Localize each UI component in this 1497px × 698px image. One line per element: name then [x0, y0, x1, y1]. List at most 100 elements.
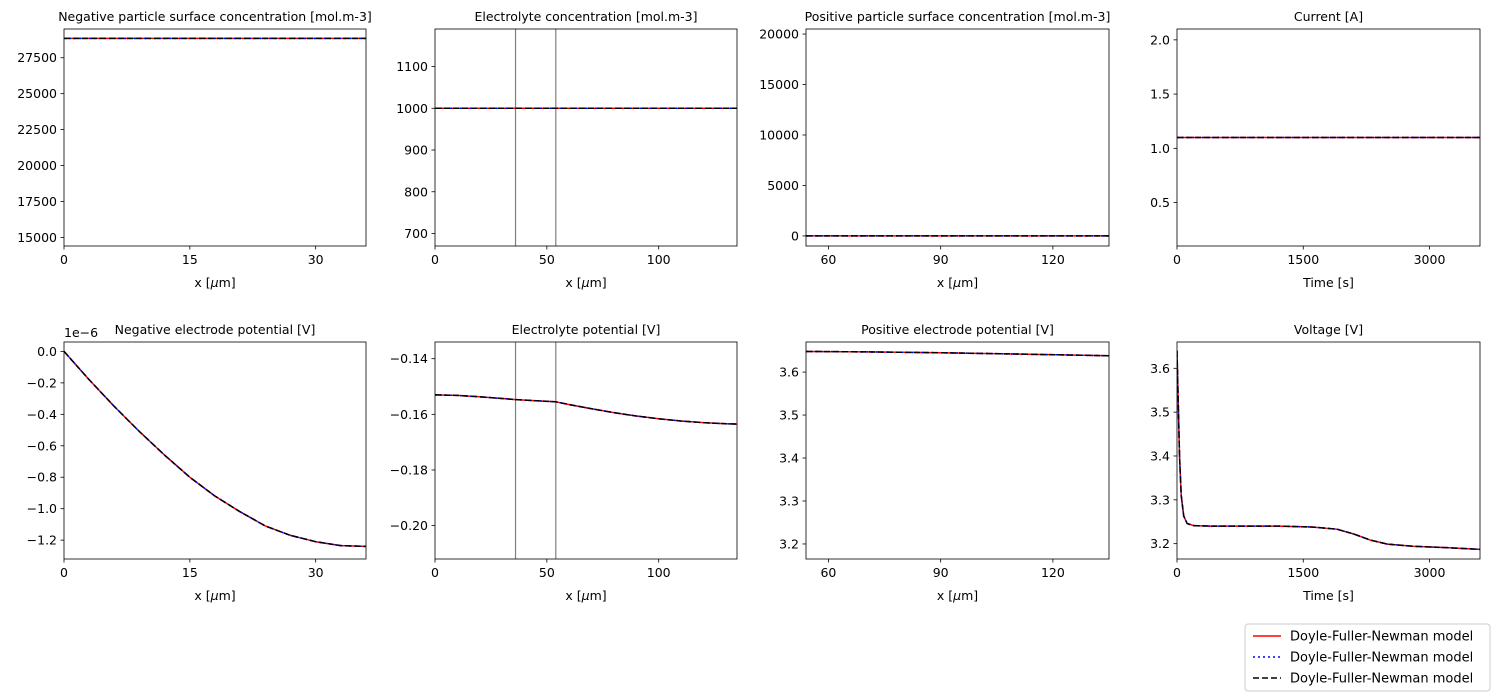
- y-tick-label: −0.8: [27, 470, 57, 485]
- chart-title: Electrolyte potential [V]: [512, 322, 661, 337]
- chart-4: Negative electrode potential [V] 1e−6 0 15 3…: [27, 322, 367, 603]
- y-tick-label: −0.16: [390, 407, 428, 422]
- y-tick-label: 3.6: [779, 365, 799, 380]
- legend: Doyle-Fuller-Newman model Doyle-Fuller-N…: [1244, 623, 1491, 692]
- x-tick-label: 0: [1173, 252, 1181, 267]
- y-tick-label: 3.3: [1150, 492, 1170, 507]
- chart-title: Voltage [V]: [1294, 322, 1363, 337]
- axes-frame: [434, 341, 738, 560]
- x-axis-label: x [μm]: [565, 588, 606, 603]
- x-tick-label: 90: [933, 565, 949, 580]
- chart-6: Positive electrode potential [V] 60 90 120 3…: [779, 322, 1110, 603]
- series-line-dotted: [435, 394, 737, 425]
- x-tick-label: 30: [308, 252, 324, 267]
- chart-title: Electrolyte concentration [mol.m-3]: [475, 9, 698, 24]
- x-axis-label: x [μm]: [194, 588, 235, 603]
- x-tick-label: 0: [60, 252, 68, 267]
- x-axis-label: x [μm]: [565, 275, 606, 290]
- x-tick-label: 15: [182, 252, 198, 267]
- y-tick-label: 17500: [17, 194, 57, 209]
- legend-label-1: Doyle-Fuller-Newman model: [1290, 651, 1473, 666]
- chart-title: Positive particle surface concentration …: [805, 9, 1111, 24]
- y-tick-label: 1.5: [1150, 87, 1170, 102]
- y-tick-label: −1.2: [27, 533, 57, 548]
- series-line-dotted: [1177, 350, 1480, 551]
- x-tick-label: 1500: [1287, 252, 1319, 267]
- legend-frame: [1244, 623, 1491, 692]
- x-tick-label: 0: [431, 565, 439, 580]
- x-tick-label: 50: [539, 252, 555, 267]
- y-tick-label: −0.20: [390, 518, 428, 533]
- y-tick-label: 10000: [759, 127, 799, 142]
- x-tick-label: 1500: [1287, 565, 1319, 580]
- x-tick-label: 50: [539, 565, 555, 580]
- y-tick-label: 0: [791, 228, 799, 243]
- y-tick-label: −0.2: [27, 375, 57, 390]
- y-tick-label: −0.14: [390, 351, 428, 366]
- plot-area: [64, 350, 366, 548]
- chart-7: Voltage [V] 0 1500 3000 3.2 3.3 3.4 3.5 3.6 Time …: [1150, 322, 1481, 603]
- x-tick-label: 0: [431, 252, 439, 267]
- axes-frame: [1176, 341, 1481, 560]
- chart-title: Current [A]: [1294, 9, 1363, 24]
- chart-5: Electrolyte potential [V] 0 50 100 −0.20 −0.1…: [390, 322, 738, 603]
- y-tick-label: 15000: [17, 230, 57, 245]
- plot-area: [435, 342, 737, 559]
- x-tick-label: 15: [182, 565, 198, 580]
- y-tick-label: 1.0: [1150, 141, 1170, 156]
- x-tick-label: 3000: [1414, 565, 1446, 580]
- x-tick-label: 3000: [1414, 252, 1446, 267]
- y-tick-label: −1.0: [27, 501, 57, 516]
- chart-title: Positive electrode potential [V]: [861, 322, 1054, 337]
- series-line-dashed: [435, 394, 737, 425]
- series-line-solid: [435, 394, 737, 425]
- y-tick-label: 3.3: [779, 493, 799, 508]
- y-tick-label: 1100: [396, 59, 428, 74]
- panels: Negative particle surface concentration …: [17, 9, 1481, 603]
- y-tick-label: 3.6: [1150, 361, 1170, 376]
- axes-frame: [1176, 28, 1481, 247]
- series-line-dashed: [806, 350, 1109, 357]
- series-line-dashed: [64, 350, 366, 548]
- x-tick-label: 120: [1041, 565, 1065, 580]
- chart-2: Positive particle surface concentration …: [759, 9, 1110, 290]
- axes-frame: [805, 341, 1110, 560]
- series-line-dotted: [64, 350, 366, 548]
- chart-3: Current [A] 0 1500 3000 0.5 1.0 1.5 2.0 Time [s]: [1150, 9, 1481, 290]
- y-tick-label: 0.5: [1150, 195, 1170, 210]
- x-axis-label: x [μm]: [937, 275, 978, 290]
- y-tick-label: 1000: [396, 101, 428, 116]
- y-tick-label: 5000: [767, 178, 799, 193]
- axes-frame: [805, 28, 1110, 247]
- y-tick-label: 2.0: [1150, 32, 1170, 47]
- y-tick-label: −0.18: [390, 462, 428, 477]
- y-tick-label: 3.4: [1150, 448, 1170, 463]
- axis-offset-text: 1e−6: [64, 325, 98, 340]
- series-line-solid: [64, 350, 366, 548]
- x-tick-label: 60: [820, 252, 836, 267]
- x-axis-label: x [μm]: [194, 275, 235, 290]
- x-tick-label: 60: [820, 565, 836, 580]
- chart-title: Negative electrode potential [V]: [115, 322, 316, 337]
- plot-area: [806, 350, 1109, 357]
- y-tick-label: 700: [404, 226, 428, 241]
- axes-frame: [434, 28, 738, 247]
- series-line-dotted: [806, 350, 1109, 357]
- legend-label-2: Doyle-Fuller-Newman model: [1290, 672, 1473, 687]
- y-tick-label: 3.4: [779, 451, 799, 466]
- y-tick-label: 3.2: [1150, 536, 1170, 551]
- y-tick-label: 0.0: [37, 344, 57, 359]
- legend-label-0: Doyle-Fuller-Newman model: [1290, 630, 1473, 645]
- y-tick-label: 27500: [17, 50, 57, 65]
- x-axis-label: x [μm]: [937, 588, 978, 603]
- y-tick-label: −0.6: [27, 438, 57, 453]
- y-tick-label: 3.5: [1150, 405, 1170, 420]
- y-tick-label: −0.4: [27, 407, 57, 422]
- x-tick-label: 100: [647, 565, 671, 580]
- x-tick-label: 0: [1173, 565, 1181, 580]
- axes-frame: [63, 341, 367, 560]
- y-tick-label: 900: [404, 143, 428, 158]
- axes-frame: [63, 28, 367, 247]
- chart-1: Electrolyte concentration [mol.m-3] 0 50 10…: [396, 9, 738, 290]
